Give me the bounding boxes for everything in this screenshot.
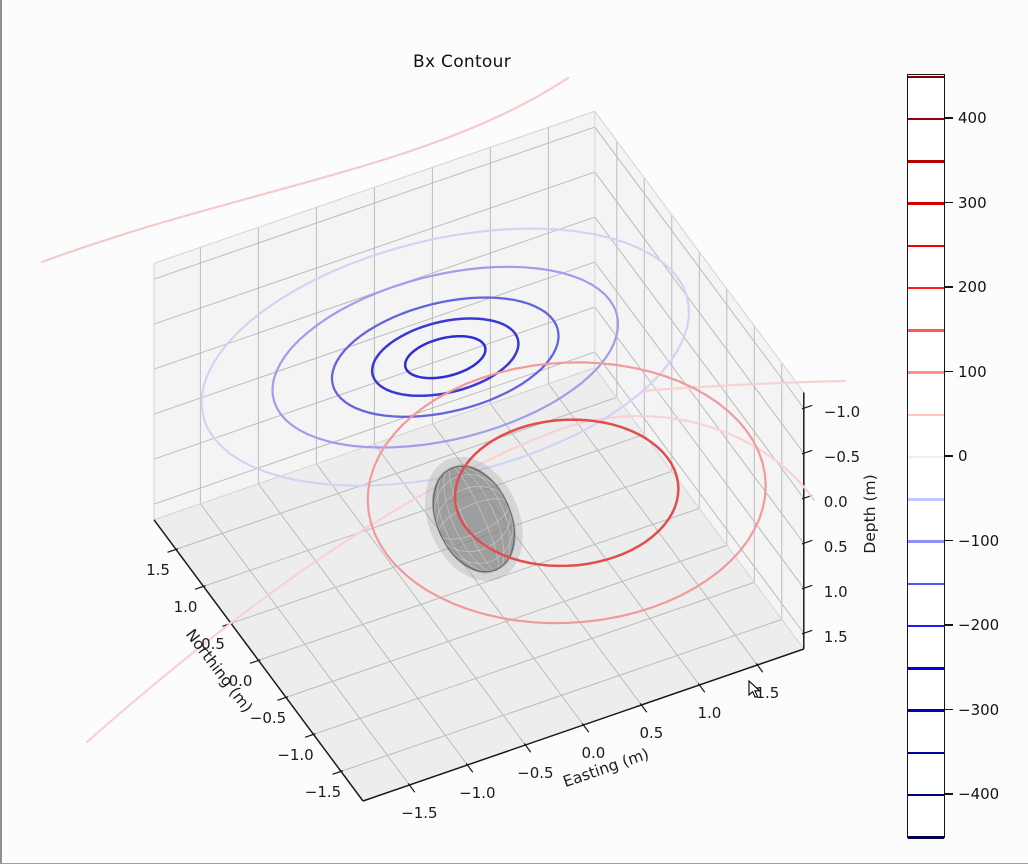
colorbar-tick — [945, 286, 953, 288]
depth-axis-label: Depth (m) — [861, 474, 879, 554]
colorbar-level-line — [908, 329, 944, 332]
colorbar-level-line — [908, 75, 944, 78]
easting-tick-label: 1.5 — [755, 684, 780, 702]
faint-contour-line — [85, 414, 816, 744]
colorbar-level-line — [908, 413, 944, 416]
faint-contour-line — [640, 379, 847, 393]
colorbar-level-line — [908, 540, 944, 543]
buried-ellipsoid-wireframe — [424, 456, 523, 582]
depth-tick-label: 1.5 — [823, 628, 848, 647]
northing-tick-label: −0.5 — [249, 709, 287, 728]
easting-tick-label: −0.5 — [517, 764, 554, 782]
colorbar-tick-label: −400 — [958, 785, 1000, 803]
easting-tick-label: −1.0 — [459, 784, 496, 802]
pane-edges — [153, 110, 805, 650]
colorbar-level-line — [908, 202, 944, 205]
northing-tick-label: 0.0 — [228, 672, 253, 691]
contour-ring-negative — [370, 317, 520, 398]
colorbar-level-line — [908, 371, 944, 374]
depth-tick-label: 0.5 — [823, 538, 848, 557]
northing-tick-label: −1.5 — [304, 783, 342, 802]
easting-tick-label: 0.0 — [581, 744, 606, 762]
northing-tick-label: −1.0 — [277, 746, 314, 765]
colorbar-tick-label: −300 — [958, 700, 1000, 719]
contour-ring-positive — [366, 361, 767, 625]
colorbar-level-line — [908, 498, 944, 501]
colorbar-tick-label: 300 — [958, 193, 987, 212]
depth-tick-label: −0.5 — [823, 448, 861, 467]
colorbar-level-line — [908, 117, 944, 121]
colorbar-tick — [945, 201, 953, 204]
colorbar-tick-label: 200 — [958, 278, 987, 296]
colorbar-tick — [945, 455, 953, 457]
colorbar-tick-label: −200 — [958, 616, 1000, 634]
contour-ring-positive — [453, 418, 680, 568]
colorbar-level-line — [908, 709, 944, 712]
colorbar-level-line — [908, 244, 944, 247]
plot-title: Bx Contour — [412, 52, 512, 72]
colorbar-tick — [945, 793, 953, 795]
colorbar-level-line — [908, 793, 944, 797]
easting-tick-label: −1.5 — [401, 804, 438, 822]
contour-ring-negative — [271, 265, 619, 449]
depth-tick-label: 0.0 — [823, 493, 848, 512]
colorbar-tick — [945, 708, 953, 711]
colorbar-level-line — [908, 836, 944, 839]
colorbar-tick-label: −100 — [958, 531, 1000, 550]
easting-tick-label: 0.5 — [639, 724, 664, 742]
northing-tick-label: 1.5 — [146, 561, 170, 580]
northing-tick-label: 0.5 — [201, 635, 225, 654]
colorbar-tick — [945, 539, 953, 542]
tick-marks — [167, 404, 813, 793]
depth-tick-label: 1.0 — [823, 583, 848, 602]
colorbar-level-line — [908, 751, 944, 754]
colorbar-level-line — [908, 286, 944, 290]
contour-ring-negative — [200, 227, 690, 487]
colorbar-tick — [945, 624, 953, 626]
faint-contour-line — [40, 76, 570, 264]
colorbar-level-line — [908, 582, 944, 585]
colorbar-level-line — [908, 667, 944, 670]
depth-tick-label: −1.0 — [823, 403, 861, 422]
colorbar-tick-label: 400 — [958, 109, 987, 127]
colorbar-tick-label: 0 — [958, 447, 968, 465]
northing-tick-label: 1.0 — [173, 598, 198, 617]
colorbar-box — [907, 74, 945, 839]
contour-ring-negative — [330, 296, 560, 418]
contour-ring-negative — [403, 334, 487, 380]
colorbar-tick — [945, 117, 953, 119]
colorbar-tick — [945, 370, 953, 373]
colorbar-level-line — [908, 455, 944, 459]
colorbar-level-line — [908, 624, 944, 628]
colorbar-tick-label: 100 — [958, 362, 987, 381]
easting-tick-label: 1.0 — [697, 704, 722, 722]
colorbar-level-line — [908, 160, 944, 163]
